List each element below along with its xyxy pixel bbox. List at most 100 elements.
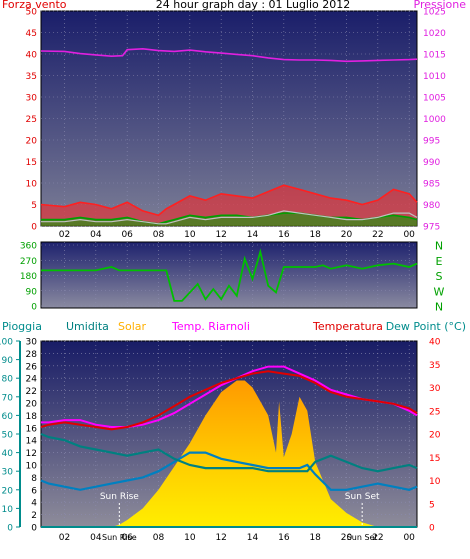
left-tick-label: 0	[31, 223, 37, 233]
left-tick-label: 10	[26, 180, 38, 190]
temp-tick-label: 25	[429, 407, 440, 417]
rain-tick-label: 70	[2, 393, 14, 403]
x-tick-label: 14	[247, 533, 259, 543]
humidity-tick-label: 24	[26, 375, 38, 385]
gust-line	[40, 184, 418, 217]
x-tick-label: 22	[372, 230, 383, 240]
wind-direction-series	[41, 248, 418, 302]
right-tick-label: 1010	[423, 72, 446, 82]
right-tick-label: 980	[423, 201, 440, 211]
x-tick-label: 04	[90, 230, 102, 240]
right-tick-label: 1015	[423, 51, 446, 61]
left-tick-label: 25	[26, 115, 37, 125]
x-tick-label: 18	[309, 230, 321, 240]
humidity-tick-label: 26	[26, 362, 38, 372]
rain-tick-label: 80	[2, 375, 14, 385]
compass-label: W	[434, 285, 445, 298]
rain-tick-label: 100	[0, 338, 13, 348]
right-axis-label: Pressione	[414, 0, 467, 11]
rain-tick-label: 60	[2, 412, 14, 422]
sun-marker-axis-label: Sun Rise	[102, 533, 137, 542]
x-tick-label: 20	[341, 230, 353, 240]
x-tick-label: 18	[309, 533, 321, 543]
temp-tick-label: 10	[429, 477, 441, 487]
x-tick-label: 04	[90, 533, 102, 543]
sun-marker-axis-label: Sun Set	[347, 533, 378, 542]
right-tick-label: 1025	[423, 8, 446, 18]
left-tick-label: 15	[26, 158, 37, 168]
humidity-tick-label: 28	[26, 350, 38, 360]
humidity-tick-label: 10	[26, 462, 38, 472]
right-tick-label: 975	[423, 223, 440, 233]
rain-tick-label: 30	[2, 468, 14, 478]
temp-tick-label: 30	[429, 384, 441, 394]
rain-tick-label: 40	[2, 449, 14, 459]
humidity-tick-label: 8	[31, 474, 37, 484]
rain-label: Pioggia	[2, 320, 42, 333]
temperature-series: Sun Rise Sun Set	[40, 365, 418, 528]
x-tick-label: 16	[278, 230, 290, 240]
x-tick-label: 10	[184, 533, 196, 543]
wind-direction-line	[41, 248, 418, 302]
x-tick-label: 22	[372, 533, 383, 543]
right-tick-label: 1000	[423, 115, 446, 125]
wind-pressure-ticks: 0510152025303540455097598098599099510001…	[26, 8, 447, 241]
rain-tick-label: 0	[7, 524, 13, 534]
temperature-label: Temperatura	[312, 320, 383, 333]
left-tick-label: 50	[26, 8, 38, 18]
humidity-tick-label: 0	[31, 524, 37, 534]
temp-tick-label: 35	[429, 361, 440, 371]
x-tick-label: 08	[153, 230, 165, 240]
wind-pressure-panel: 0510152025303540455097598098599099510001…	[2, 0, 466, 240]
x-tick-label: 06	[121, 230, 133, 240]
humidity-line	[40, 432, 418, 473]
x-tick-label: 14	[247, 230, 259, 240]
x-tick-label: 10	[184, 230, 196, 240]
wind-direction-plot-area	[40, 241, 418, 309]
rain-tick-label: 50	[2, 431, 14, 441]
right-tick-label: 995	[423, 137, 440, 147]
direction-tick-label: 360	[20, 242, 37, 252]
wind-pressure-series	[40, 47, 418, 226]
humidity-tick-label: 30	[26, 338, 38, 348]
left-tick-label: 45	[26, 29, 37, 39]
humidity-tick-label: 14	[26, 437, 38, 447]
temp-tick-label: 0	[429, 524, 435, 534]
humidity-tick-label: 6	[31, 486, 37, 496]
left-tick-label: 35	[26, 72, 37, 82]
right-tick-label: 1005	[423, 94, 446, 104]
x-tick-label: 00	[403, 533, 415, 543]
temperature-ticks: 0246810121416182022242628300102030405060…	[0, 338, 441, 544]
humidity-tick-label: 4	[31, 499, 37, 509]
humidity-tick-label: 20	[26, 400, 38, 410]
left-tick-label: 20	[26, 137, 38, 147]
sun-marker-label: Sun Rise	[100, 492, 139, 502]
x-tick-label: 02	[59, 533, 70, 543]
chart-title: 24 hour graph day : 01 Luglio 2012	[156, 0, 351, 11]
right-tick-label: 985	[423, 180, 440, 190]
humidity-tick-label: 22	[26, 387, 37, 397]
left-tick-label: 5	[31, 201, 37, 211]
temp-tick-label: 5	[429, 500, 435, 510]
humidity-tick-label: 16	[26, 424, 38, 434]
apparent-temp-label: Temp. Riarnoli	[171, 320, 250, 333]
solar-label: Solar	[118, 320, 147, 333]
temp-tick-label: 20	[429, 431, 441, 441]
x-tick-label: 16	[278, 533, 290, 543]
temperature-line	[40, 370, 418, 431]
wind-direction-ticks: 0 N 90 W 180 S 270 E 360 N	[20, 240, 445, 314]
dewpoint-label: Dew Point (°C)	[386, 320, 466, 333]
x-tick-label: 00	[403, 230, 415, 240]
compass-label: E	[436, 255, 443, 268]
humidity-label: Umidita	[66, 320, 109, 333]
temp-tick-label: 15	[429, 454, 440, 464]
wind_avg-line	[41, 210, 418, 225]
wind-direction-panel: 0 N 90 W 180 S 270 E 360 N	[20, 240, 445, 314]
wind-area	[41, 213, 417, 226]
compass-label: S	[436, 270, 443, 283]
left-axis-label: Forza vento	[2, 0, 67, 11]
pressure-line	[40, 47, 418, 63]
x-tick-label: 12	[215, 230, 226, 240]
